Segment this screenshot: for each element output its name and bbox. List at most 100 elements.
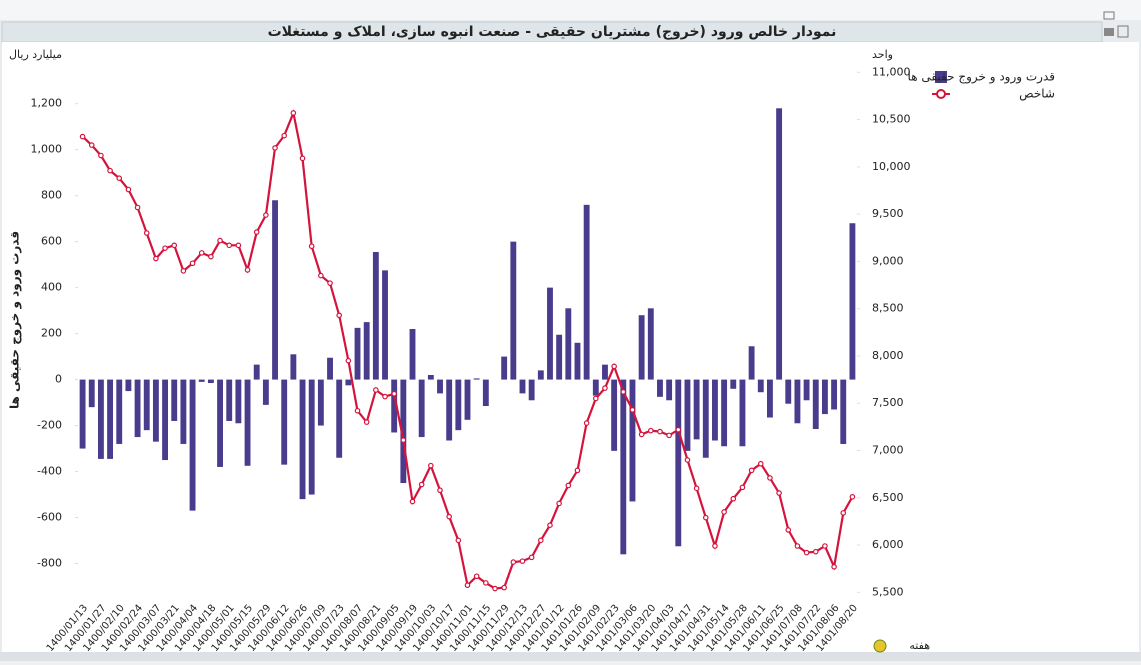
bar — [620, 379, 627, 555]
line-marker — [345, 357, 352, 364]
bar — [171, 379, 178, 421]
line-marker — [702, 514, 709, 521]
line-marker — [528, 554, 535, 561]
bar — [537, 370, 544, 380]
bar — [363, 322, 370, 380]
line-marker — [794, 543, 801, 549]
bar — [767, 379, 773, 418]
bar — [592, 379, 599, 396]
bar — [849, 223, 856, 380]
bar — [831, 379, 838, 410]
line-marker — [336, 312, 342, 319]
bar — [748, 346, 755, 380]
line-marker — [574, 467, 581, 474]
line-marker — [382, 393, 388, 400]
bar — [528, 379, 535, 401]
bar — [97, 379, 104, 459]
line-marker — [629, 407, 636, 413]
bar — [116, 379, 123, 444]
line-marker — [675, 426, 682, 433]
line-marker — [547, 522, 553, 528]
line-marker — [611, 363, 617, 370]
y-tick-label: 0 — [55, 373, 62, 386]
line-marker — [712, 543, 718, 549]
bar — [382, 270, 388, 380]
y2-tick-label: 10,500 — [872, 113, 911, 126]
line-marker — [116, 175, 123, 181]
line-marker — [785, 527, 792, 533]
bar — [776, 108, 783, 380]
bar — [446, 379, 453, 441]
bar — [189, 379, 196, 511]
y2-tick-label: 9,000 — [872, 254, 904, 267]
bar — [327, 357, 333, 380]
print-icon[interactable] — [1104, 28, 1114, 36]
line-marker — [318, 272, 324, 279]
line-marker — [620, 389, 627, 395]
bar — [794, 379, 801, 424]
y-tick-label: 400 — [41, 281, 62, 294]
line-marker — [281, 132, 288, 139]
bar — [638, 315, 645, 380]
line-marker — [189, 260, 196, 267]
bar — [272, 200, 278, 380]
bar — [739, 379, 746, 447]
line-marker — [400, 437, 407, 443]
bar — [712, 379, 718, 441]
bar — [556, 334, 563, 380]
line-marker — [125, 186, 132, 193]
line-marker — [538, 537, 544, 544]
refresh-button[interactable] — [873, 639, 887, 653]
bar — [574, 342, 581, 380]
line-marker — [831, 563, 837, 570]
line-marker — [428, 462, 434, 469]
bar — [785, 379, 792, 404]
line-marker — [739, 484, 746, 491]
x-axis-title: هفته — [909, 639, 930, 652]
bar — [207, 379, 214, 384]
bar — [345, 379, 352, 386]
line-marker — [583, 420, 590, 426]
bar — [565, 308, 572, 380]
line-marker — [473, 573, 480, 580]
bar — [547, 287, 553, 380]
line-marker — [409, 498, 416, 505]
bar — [757, 379, 764, 393]
bar — [107, 379, 114, 459]
minimize-icon[interactable] — [1103, 11, 1115, 20]
line-marker — [437, 487, 443, 494]
line-marker — [730, 495, 737, 502]
line-marker — [226, 242, 233, 249]
y2-tick-label: 8,500 — [872, 302, 904, 315]
line-marker — [98, 152, 104, 159]
bar — [611, 379, 618, 451]
bar — [134, 379, 141, 438]
line-marker — [217, 237, 223, 244]
line-marker — [776, 490, 782, 496]
y2-unit: واحد — [872, 48, 893, 61]
export-icon[interactable] — [1117, 25, 1129, 38]
bar — [702, 379, 709, 458]
bar — [510, 241, 517, 380]
bar — [244, 379, 251, 466]
line-marker — [767, 475, 773, 481]
y-tick-label: 200 — [41, 327, 62, 340]
line-marker — [721, 509, 727, 515]
bar — [821, 379, 828, 415]
bar — [666, 379, 673, 401]
line-marker — [88, 142, 95, 148]
line-marker — [757, 460, 764, 467]
line-marker — [455, 537, 462, 544]
y2-tick-label: 5,500 — [872, 585, 904, 598]
bar — [437, 379, 443, 394]
line-marker — [565, 482, 572, 489]
line-marker — [446, 513, 452, 520]
y2-tick-label: 6,500 — [872, 491, 904, 504]
bar — [262, 379, 269, 405]
bar — [125, 379, 132, 392]
bar — [519, 379, 526, 394]
line-marker — [840, 510, 847, 516]
line-marker — [363, 419, 370, 425]
bar — [629, 379, 636, 502]
